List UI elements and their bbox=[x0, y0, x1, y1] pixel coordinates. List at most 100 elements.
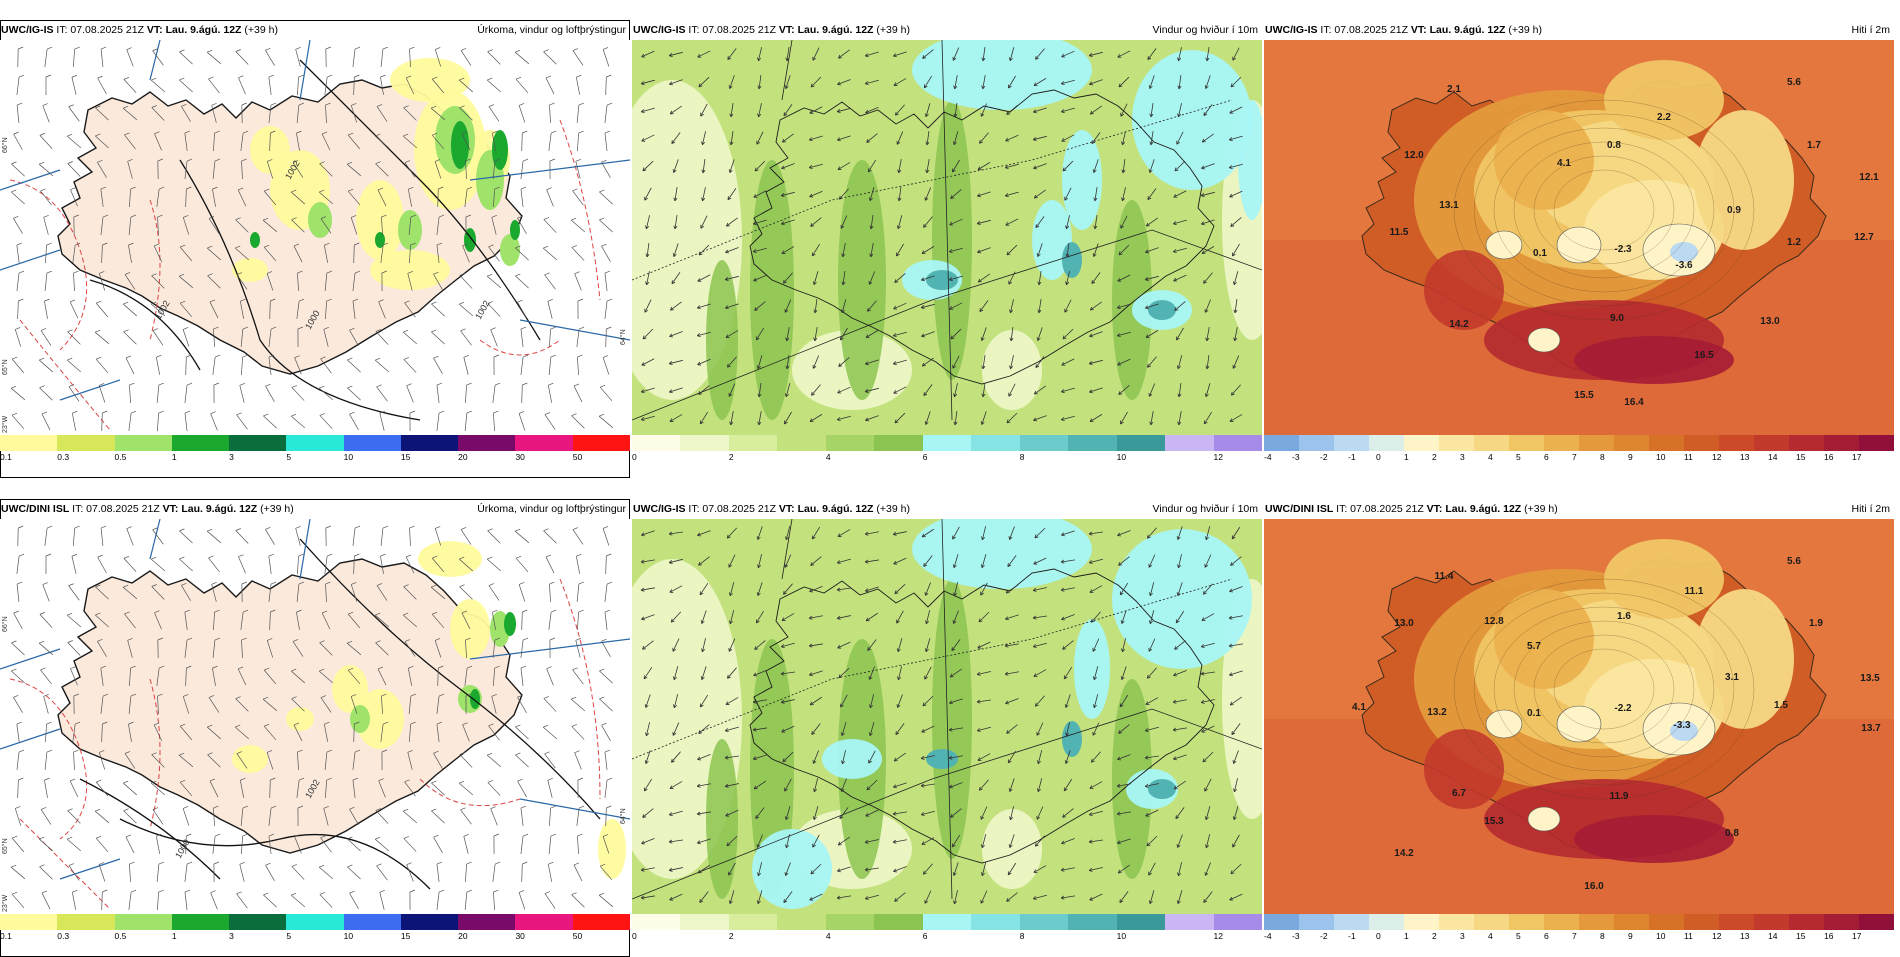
colorbar-swatch bbox=[1369, 435, 1404, 451]
temperature-value: 11.1 bbox=[1685, 586, 1704, 597]
temp-colorbar bbox=[1264, 914, 1894, 930]
colorbar-tick-label: 7 bbox=[1572, 931, 1577, 941]
temperature-value: 13.1 bbox=[1439, 200, 1459, 211]
temperature-value: 1.6 bbox=[1617, 611, 1631, 622]
temperature-value: -2.2 bbox=[1614, 703, 1632, 714]
init-time: IT: 07.08.2025 21Z bbox=[56, 24, 144, 36]
temperature-value: 15.5 bbox=[1574, 390, 1594, 401]
colorbar-tick-label: -4 bbox=[1264, 931, 1272, 941]
colorbar-tick-label: 5 bbox=[286, 931, 291, 941]
wind-map bbox=[632, 519, 1262, 914]
colorbar-tick-label: 10 bbox=[1656, 931, 1665, 941]
colorbar-swatch bbox=[826, 435, 874, 451]
precip-panel-row2: UWC/DINI ISL IT: 07.08.2025 21Z VT: Lau.… bbox=[0, 499, 630, 957]
init-time: IT: 07.08.2025 21Z bbox=[1336, 503, 1424, 515]
colorbar-swatch bbox=[1579, 435, 1614, 451]
temperature-value: 6.7 bbox=[1452, 788, 1466, 799]
colorbar-tick-label: 9 bbox=[1628, 931, 1633, 941]
colorbar-tick-label: 5 bbox=[286, 452, 291, 462]
colorbar-tick-label: -1 bbox=[1348, 931, 1356, 941]
colorbar-swatch bbox=[1824, 914, 1859, 930]
colorbar-tick-label: 5 bbox=[1516, 931, 1521, 941]
temperature-value: 12.0 bbox=[1404, 150, 1424, 161]
graticule-label: 23°W bbox=[1, 894, 9, 912]
colorbar-tick-label: 13 bbox=[1740, 452, 1749, 462]
graticule-label: 64°N bbox=[619, 329, 627, 345]
panel-header: UWC/IG-IS IT: 07.08.2025 21Z VT: Lau. 9.… bbox=[0, 20, 630, 40]
lead-time: (+39 h) bbox=[260, 503, 294, 515]
temperature-value: 16.0 bbox=[1584, 881, 1604, 892]
colorbar-tick-label: 7 bbox=[1572, 452, 1577, 462]
colorbar-tick-label: 1 bbox=[172, 931, 177, 941]
colorbar-swatch bbox=[1020, 435, 1068, 451]
colorbar-swatch bbox=[1299, 435, 1334, 451]
temperature-value: 0.1 bbox=[1527, 708, 1541, 719]
colorbar-swatch bbox=[1544, 914, 1579, 930]
colorbar-swatch bbox=[1264, 435, 1299, 451]
temperature-value: 1.7 bbox=[1807, 140, 1821, 151]
colorbar-tick-label: 2 bbox=[729, 931, 734, 941]
field-title: Úrkoma, vindur og loftþrýstingur bbox=[477, 20, 626, 40]
lead-time: (+39 h) bbox=[876, 24, 910, 36]
colorbar-swatch bbox=[515, 914, 572, 930]
colorbar-tick-label: -3 bbox=[1292, 931, 1300, 941]
run-info: UWC/IG-IS IT: 07.08.2025 21Z VT: Lau. 9.… bbox=[633, 20, 910, 40]
colorbar-swatch bbox=[729, 435, 777, 451]
colorbar-tick-label: 2 bbox=[1432, 931, 1437, 941]
colorbar-tick-label: 4 bbox=[1488, 452, 1493, 462]
colorbar-swatch bbox=[515, 435, 572, 451]
wind-colorbar bbox=[632, 914, 1262, 930]
colorbar-tick-label: 6 bbox=[923, 452, 928, 462]
colorbar-swatch bbox=[229, 435, 286, 451]
colorbar-tick-label: 11 bbox=[1684, 452, 1693, 462]
colorbar-swatch bbox=[458, 435, 515, 451]
temperature-value: 0.8 bbox=[1725, 828, 1739, 839]
init-time: IT: 07.08.2025 21Z bbox=[1320, 24, 1408, 36]
wind-colorbar-ticks: 024681012141618 bbox=[632, 452, 1262, 464]
colorbar-swatch bbox=[573, 435, 630, 451]
colorbar-tick-label: 20 bbox=[458, 452, 467, 462]
colorbar-swatch bbox=[401, 435, 458, 451]
temperature-value: -3.3 bbox=[1673, 720, 1691, 731]
run-info: UWC/IG-IS IT: 07.08.2025 21Z VT: Lau. 9.… bbox=[1265, 20, 1542, 40]
valid-time: VT: Lau. 9.ágú. 12Z bbox=[163, 503, 258, 515]
colorbar-tick-label: 6 bbox=[1544, 931, 1549, 941]
temperature-value: 14.2 bbox=[1449, 319, 1469, 330]
colorbar-swatch bbox=[1334, 435, 1369, 451]
panel-header: UWC/DINI ISL IT: 07.08.2025 21Z VT: Lau.… bbox=[1264, 499, 1894, 519]
colorbar-swatch bbox=[172, 914, 229, 930]
temperature-value: 15.3 bbox=[1484, 816, 1504, 827]
valid-time: VT: Lau. 9.ágú. 12Z bbox=[147, 24, 242, 36]
colorbar-swatch bbox=[874, 435, 922, 451]
colorbar-swatch bbox=[777, 914, 825, 930]
run-info: UWC/IG-IS IT: 07.08.2025 21Z VT: Lau. 9.… bbox=[1, 20, 278, 40]
temperature-value: 4.1 bbox=[1557, 158, 1571, 169]
graticule-label: 66°N bbox=[1, 137, 9, 153]
temp-colorbar bbox=[1264, 435, 1894, 451]
temperature-value: 4.1 bbox=[1352, 702, 1366, 713]
graticule-label: 64°N bbox=[619, 808, 627, 824]
temperature-value: 1.5 bbox=[1774, 700, 1788, 711]
colorbar-tick-label: 3 bbox=[229, 452, 234, 462]
colorbar-swatch bbox=[1754, 435, 1789, 451]
temperature-value: 5.7 bbox=[1527, 641, 1541, 652]
wind-colorbar-ticks: 024681012141618 bbox=[632, 931, 1262, 943]
temperature-value: 16.5 bbox=[1694, 350, 1714, 361]
colorbar-swatch bbox=[1404, 914, 1439, 930]
colorbar-swatch bbox=[57, 435, 114, 451]
colorbar-tick-label: 20 bbox=[458, 931, 467, 941]
temperature-value: 14.2 bbox=[1394, 848, 1414, 859]
colorbar-swatch bbox=[971, 914, 1019, 930]
colorbar-swatch bbox=[0, 914, 57, 930]
colorbar-swatch bbox=[971, 435, 1019, 451]
colorbar-swatch bbox=[115, 914, 172, 930]
field-title: Vindur og hviður í 10m bbox=[1153, 20, 1258, 40]
colorbar-swatch bbox=[1544, 435, 1579, 451]
colorbar-swatch bbox=[1214, 914, 1262, 930]
colorbar-swatch bbox=[286, 914, 343, 930]
colorbar-swatch bbox=[1068, 435, 1116, 451]
lead-time: (+39 h) bbox=[1508, 24, 1542, 36]
colorbar-tick-label: 6 bbox=[1544, 452, 1549, 462]
